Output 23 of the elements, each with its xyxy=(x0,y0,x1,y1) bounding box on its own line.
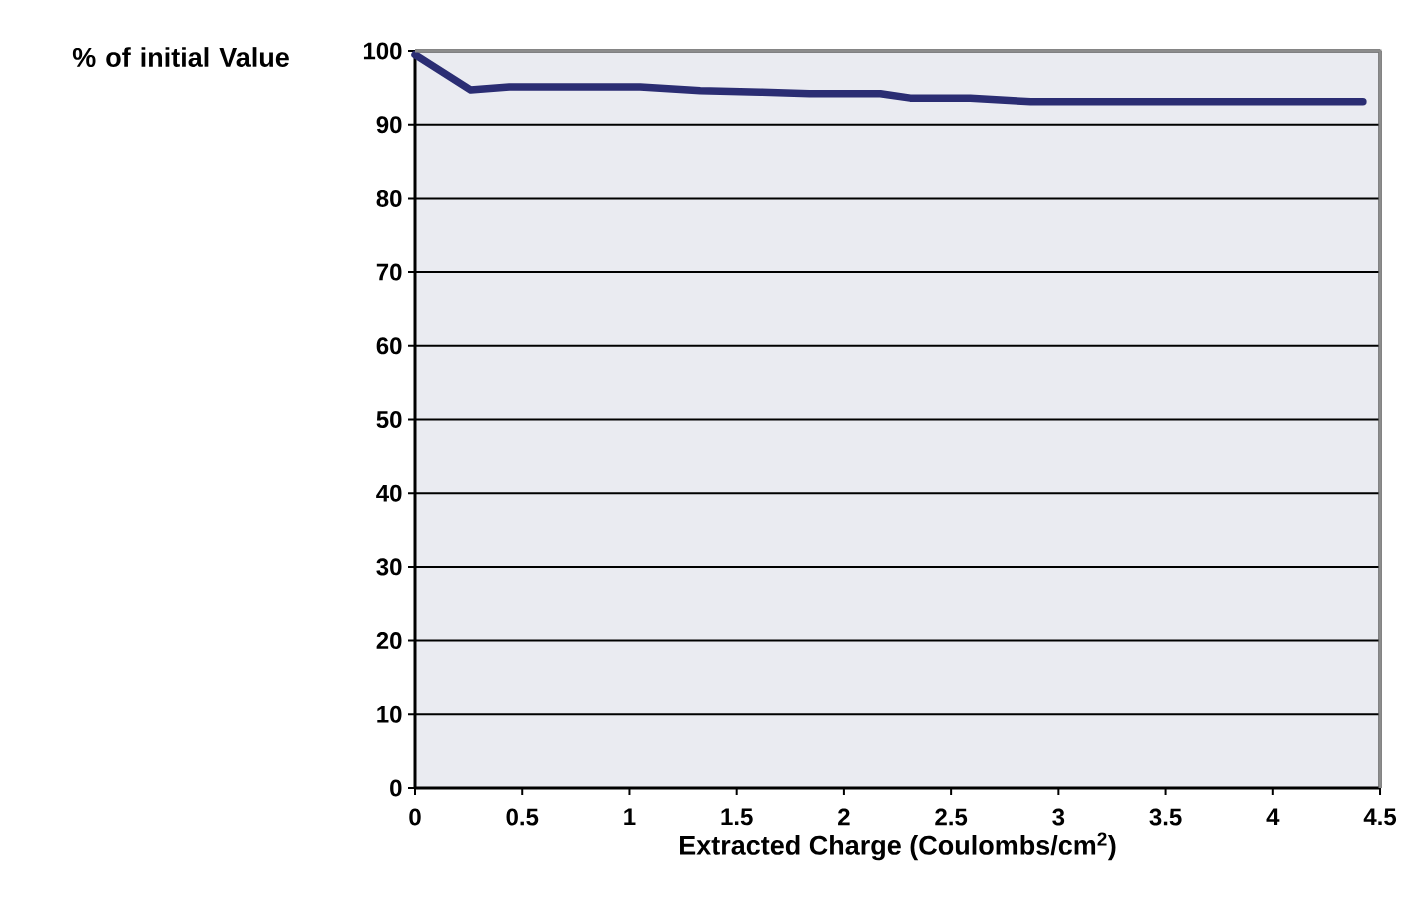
x-tick-label: 4 xyxy=(1266,808,1280,826)
y-tick-label: 40 xyxy=(376,484,402,502)
x-tick-label: 1.5 xyxy=(721,808,753,826)
y-tick-label: 30 xyxy=(376,558,402,576)
y-tick-label: 60 xyxy=(376,337,402,355)
x-axis-title: Extracted Charge (Coulombs/cm$^{2}$) xyxy=(680,832,1116,861)
y-tick-label: 20 xyxy=(376,632,402,650)
x-tick-label: 3 xyxy=(1052,808,1065,826)
y-tick-label: 100 xyxy=(363,42,402,60)
y-tick-label: 90 xyxy=(376,116,402,134)
x-tick-label: 0 xyxy=(409,808,421,826)
x-tick-label: 2 xyxy=(838,808,850,826)
y-tick-label: 0 xyxy=(390,779,402,797)
x-tick-label: 4.5 xyxy=(1363,808,1397,826)
y-tick-label: 80 xyxy=(376,189,402,207)
x-tick-label: 1 xyxy=(624,808,636,826)
y-tick-label: 50 xyxy=(376,410,402,428)
y-axis-title: % of initial Value xyxy=(72,47,289,67)
x-tick-label: 2.5 xyxy=(935,808,968,826)
y-tick-label: 70 xyxy=(376,263,402,281)
x-tick-label: 0.5 xyxy=(506,808,539,826)
y-tick-label: 10 xyxy=(377,705,402,723)
x-tick-label: 3.5 xyxy=(1149,808,1182,826)
